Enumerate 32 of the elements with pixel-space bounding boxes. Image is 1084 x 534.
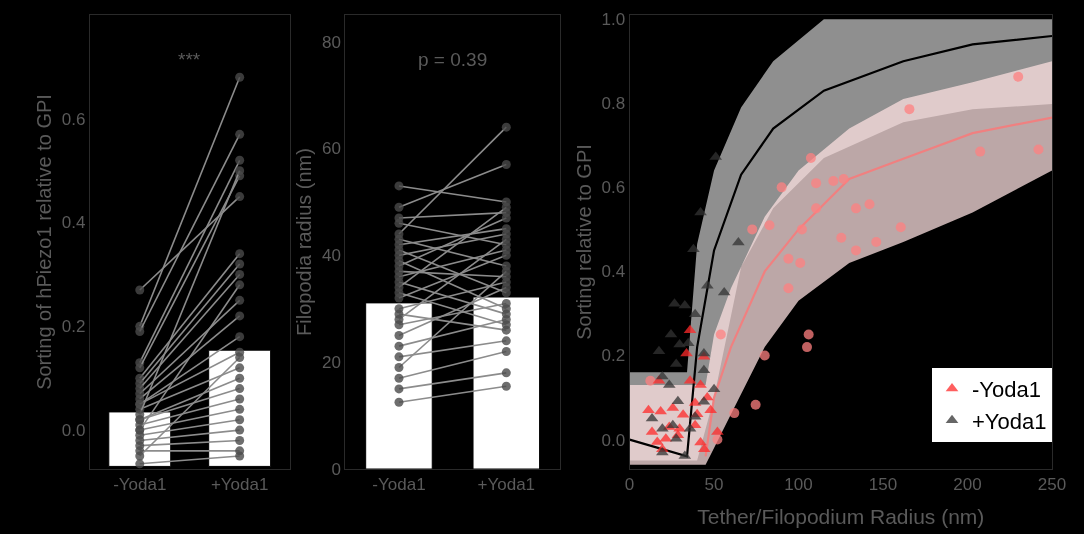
y-tick-label: 0.0 [601,430,626,450]
y-axis-title: Sorting of hPiezo1 relative to GPI [33,94,56,390]
y-tick-label: 0.2 [601,346,626,366]
y-tick-label: 40 [321,246,341,266]
legend-label: +Yoda1 [972,408,1047,434]
y-tick-label: 0.8 [601,94,626,114]
y-axis-title: Filopodia radius (nm) [293,148,316,336]
x-tick-label: +Yoda1 [477,475,536,495]
legend-label: -Yoda1 [972,377,1041,403]
y-tick-label: 0 [331,459,341,479]
y-axis-title: Sorting relative to GPI [573,144,596,340]
annotation: p = 0.39 [418,49,488,70]
x-tick-label: 50 [704,475,724,495]
y-tick-label: 1.0 [601,10,626,30]
annotation: *** [178,49,201,70]
y-tick-label: 0.4 [601,262,626,282]
y-tick-label: 60 [321,139,341,159]
x-axis-title: Tether/Filopodium Radius (nm) [697,504,985,528]
x-tick-label: 250 [1037,475,1067,495]
y-tick-label: 0.6 [61,109,86,129]
y-tick-label: 0.6 [601,178,626,198]
x-tick-label: 200 [953,475,982,495]
x-tick-label: -Yoda1 [372,475,426,495]
x-tick-label: +Yoda1 [210,475,269,495]
x-tick-label: 100 [784,475,813,495]
y-tick-label: 0.4 [61,213,86,233]
x-tick-label: 150 [868,475,898,495]
x-tick-label: -Yoda1 [113,475,167,495]
y-tick-label: 80 [321,32,341,52]
y-tick-label: 0.0 [61,421,86,441]
y-tick-label: 20 [321,353,341,373]
y-tick-label: 0.2 [61,317,86,337]
